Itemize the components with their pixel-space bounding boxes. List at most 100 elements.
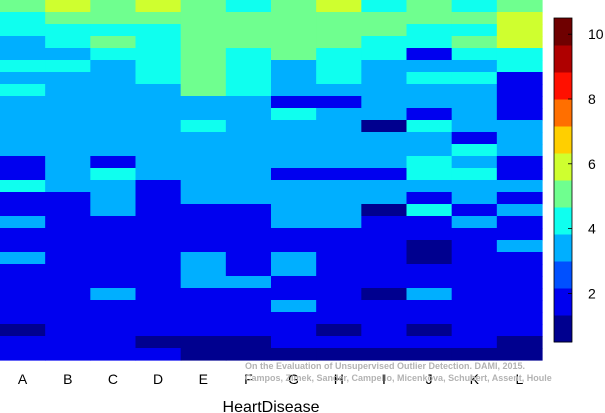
- heatmap-cell: [0, 276, 46, 289]
- heatmap-cell: [451, 132, 498, 145]
- heatmap-cell: [451, 168, 498, 181]
- colorbar-frame: [553, 17, 573, 343]
- heatmap-cell: [451, 228, 498, 241]
- heatmap-cell: [90, 300, 137, 313]
- heatmap-cell: [451, 72, 498, 85]
- x-tick-label: H: [334, 371, 344, 387]
- heatmap-cell: [406, 48, 453, 61]
- heatmap-cell: [361, 240, 408, 253]
- heatmap-cell: [90, 84, 137, 97]
- colorbar-segment: [554, 207, 572, 235]
- heatmap-cell: [180, 168, 227, 181]
- heatmap-cell: [90, 96, 137, 109]
- heatmap-cell: [90, 180, 137, 193]
- heatmap-cell: [45, 336, 91, 349]
- heatmap-cell: [90, 324, 137, 337]
- heatmap-cell: [406, 336, 453, 349]
- heatmap-cell: [361, 324, 408, 337]
- heatmap-cell: [45, 144, 91, 157]
- heatmap-cell: [45, 156, 91, 169]
- heatmap-cell: [361, 336, 408, 349]
- heatmap-cell: [45, 0, 91, 13]
- heatmap-cell: [180, 300, 227, 313]
- heatmap-cell: [225, 72, 272, 85]
- citation-line-2: Campos, Zimek, Sander, Campello, Micenko…: [245, 373, 552, 383]
- heatmap-cell: [135, 48, 182, 61]
- heatmap-cell: [316, 204, 362, 217]
- heatmap-cell: [225, 348, 272, 361]
- heatmap-cell: [361, 228, 408, 241]
- heatmap-cell: [90, 48, 137, 61]
- heatmap-cell: [406, 60, 453, 73]
- heatmap-cell: [406, 132, 453, 145]
- x-tick-label: K: [470, 371, 480, 387]
- heatmap-cell: [90, 264, 137, 277]
- heatmap-cell: [271, 336, 317, 349]
- heatmap-cell: [271, 192, 317, 205]
- heatmap-cell: [451, 264, 498, 277]
- heatmap-cell: [361, 276, 408, 289]
- heatmap-cell: [406, 84, 453, 97]
- heatmap-cell: [0, 324, 46, 337]
- heatmap-cell: [225, 300, 272, 313]
- heatmap-cell: [90, 312, 137, 325]
- x-tick-label: C: [108, 371, 118, 387]
- heatmap-cell: [316, 240, 362, 253]
- heatmap-cell: [90, 216, 137, 229]
- heatmap-cell: [496, 12, 543, 25]
- heatmap-cell: [180, 180, 227, 193]
- heatmap-cell: [271, 24, 317, 37]
- heatmap-cell: [496, 240, 543, 253]
- heatmap-cell: [45, 72, 91, 85]
- heatmap-cell: [271, 324, 317, 337]
- heatmap-cell: [90, 192, 137, 205]
- heatmap-cell: [496, 192, 543, 205]
- heatmap-cell: [271, 72, 317, 85]
- heatmap-cell: [0, 60, 46, 73]
- heatmap-cell: [406, 252, 453, 265]
- heatmap-cell: [316, 192, 362, 205]
- heatmap-cell: [90, 336, 137, 349]
- heatmap-cell: [406, 0, 453, 13]
- heatmap-cell: [361, 216, 408, 229]
- heatmap-cell: [225, 12, 272, 25]
- heatmap-cell: [180, 84, 227, 97]
- heatmap-cell: [225, 48, 272, 61]
- heatmap-cell: [90, 12, 137, 25]
- heatmap-cell: [361, 96, 408, 109]
- heatmap-cell: [271, 36, 317, 49]
- citation-line-1: On the Evaluation of Unsupervised Outlie…: [245, 361, 526, 371]
- heatmap-cell: [0, 156, 46, 169]
- heatmap-cell: [180, 120, 227, 133]
- x-tick-label: I: [382, 371, 386, 387]
- heatmap-cell: [180, 312, 227, 325]
- heatmap-cell: [90, 252, 137, 265]
- heatmap-cell: [135, 192, 182, 205]
- heatmap-cell: [316, 216, 362, 229]
- heatmap-cell: [316, 336, 362, 349]
- colorbar-tick-label: 2: [588, 285, 596, 301]
- x-axis-title: HeartDisease: [223, 399, 320, 413]
- heatmap-cell: [225, 36, 272, 49]
- heatmap-cell: [0, 84, 46, 97]
- heatmap-cell: [271, 264, 317, 277]
- heatmap-cell: [271, 96, 317, 109]
- heatmap-cells: [0, 0, 543, 361]
- heatmap-cell: [316, 120, 362, 133]
- colorbar-segment: [554, 261, 572, 289]
- heatmap-cell: [90, 204, 137, 217]
- heatmap-cell: [0, 96, 46, 109]
- heatmap-cell: [90, 120, 137, 133]
- heatmap-cell: [0, 264, 46, 277]
- heatmap-cell: [45, 132, 91, 145]
- heatmap-cell: [271, 156, 317, 169]
- heatmap-cell: [496, 324, 543, 337]
- x-tick-label: B: [63, 371, 72, 387]
- heatmap-cell: [45, 84, 91, 97]
- heatmap-cell: [90, 60, 137, 73]
- heatmap-cell: [135, 132, 182, 145]
- heatmap-cell: [451, 84, 498, 97]
- heatmap-cell: [406, 168, 453, 181]
- heatmap-cell: [316, 24, 362, 37]
- heatmap-cell: [406, 156, 453, 169]
